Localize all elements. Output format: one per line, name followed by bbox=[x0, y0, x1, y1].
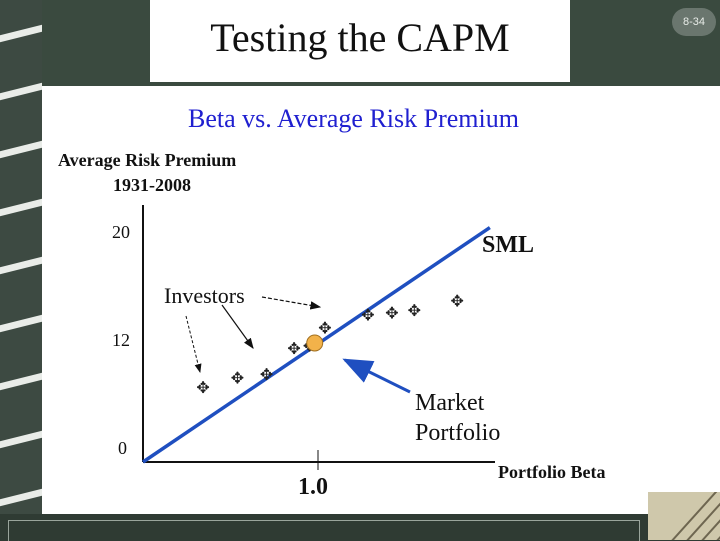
investor-point: ✥ bbox=[385, 303, 398, 322]
bottom-frame bbox=[8, 520, 640, 541]
market-label-line1: Market bbox=[415, 390, 485, 416]
sml-label: SML bbox=[482, 232, 535, 258]
chart-title: Beta vs. Average Risk Premium bbox=[188, 104, 519, 133]
x-tick-label: 1.0 bbox=[298, 474, 328, 500]
market-annotation-arrow bbox=[342, 358, 411, 394]
slide-number-badge: 8-34 bbox=[672, 8, 716, 36]
y-tick-label: 12 bbox=[112, 330, 130, 350]
investor-point: ✥ bbox=[196, 378, 209, 397]
annotation-arrow bbox=[221, 304, 254, 349]
investor-point: ✥ bbox=[451, 291, 464, 310]
investor-point: ✥ bbox=[361, 306, 374, 325]
y-tick-label: 0 bbox=[118, 438, 127, 458]
annotation-arrow bbox=[261, 296, 322, 310]
y-axis-label-line1: Average Risk Premium bbox=[58, 150, 237, 170]
y-tick-label: 20 bbox=[112, 222, 130, 242]
investor-point: ✥ bbox=[260, 365, 273, 384]
market-portfolio-point bbox=[306, 334, 324, 352]
slide-title: Testing the CAPM bbox=[210, 15, 510, 60]
y-axis-label-line2: 1931-2008 bbox=[113, 175, 191, 195]
corner-decoration bbox=[648, 492, 720, 540]
investors-label: Investors bbox=[164, 283, 245, 308]
title-box bbox=[150, 0, 570, 82]
x-axis-label: Portfolio Beta bbox=[498, 462, 606, 482]
annotation-arrow bbox=[185, 315, 202, 373]
investor-point: ✥ bbox=[318, 319, 331, 338]
bottom-strip bbox=[0, 514, 650, 540]
market-label-line2: Portfolio bbox=[415, 420, 501, 446]
investor-point: ✥ bbox=[408, 301, 421, 320]
investor-point: ✥ bbox=[287, 339, 300, 358]
investor-point: ✥ bbox=[231, 369, 244, 388]
